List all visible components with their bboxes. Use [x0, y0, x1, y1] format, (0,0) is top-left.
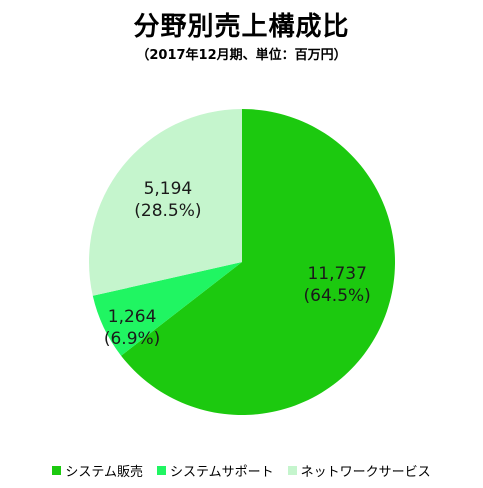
slice-system-sales [121, 109, 396, 415]
data-label-percent: (64.5%) [304, 286, 371, 306]
chart-subtitle: （2017年12月期、単位：百万円） [136, 48, 347, 63]
legend-label: ネットワークサービス [300, 465, 431, 480]
data-label-value: 11,737 [307, 264, 366, 284]
legend-label: システムサポート [169, 465, 274, 480]
legend-swatch [287, 466, 297, 475]
legend-swatch [52, 466, 62, 475]
chart-legend: システム販売 システムサポート ネットワークサービス [0, 461, 483, 480]
slice-system-support [92, 262, 242, 356]
legend-item-network-service: ネットワークサービス [287, 461, 431, 480]
data-label-value: 5,194 [144, 179, 193, 199]
slice-network-service [88, 109, 242, 296]
chart-title: 分野別売上構成比 [133, 12, 350, 42]
legend-item-system-support: システムサポート [156, 461, 274, 480]
legend-swatch [156, 466, 166, 475]
data-label-percent: (28.5%) [134, 201, 201, 221]
legend-label: システム販売 [65, 465, 143, 480]
legend-item-system-sales: システム販売 [52, 461, 143, 480]
data-label-percent: (6.9%) [104, 329, 160, 349]
data-label-value: 1,264 [108, 307, 157, 327]
